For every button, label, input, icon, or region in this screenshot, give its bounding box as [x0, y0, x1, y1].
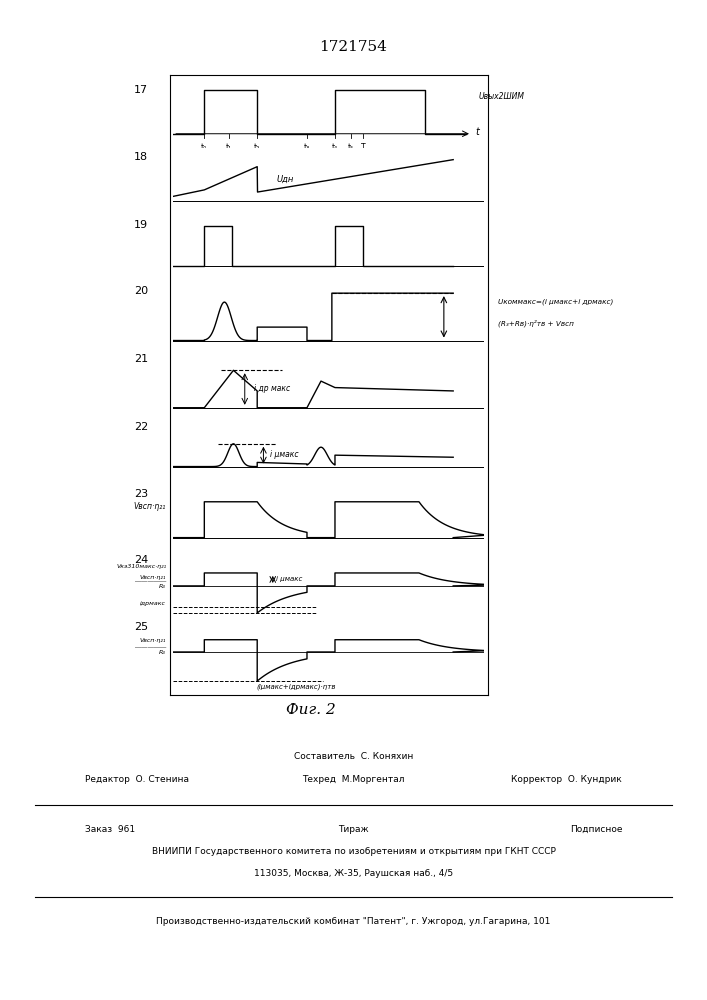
- Text: 19: 19: [134, 220, 148, 230]
- Text: 23: 23: [134, 489, 148, 499]
- Text: Заказ  961: Заказ 961: [85, 825, 135, 834]
- Text: 22: 22: [134, 422, 148, 432]
- Text: i μмакс: i μмакс: [269, 450, 298, 459]
- Text: Фиг. 2: Фиг. 2: [286, 703, 336, 717]
- Text: R₃: R₃: [159, 584, 166, 589]
- Text: 18: 18: [134, 152, 148, 162]
- Text: Uкоммакс=(i μмакс+i дрмакс): Uкоммакс=(i μмакс+i дрмакс): [498, 298, 614, 305]
- Text: Корректор  О. Кундрик: Корректор О. Кундрик: [511, 775, 622, 784]
- Text: iдрмакс: iдрмакс: [140, 601, 166, 606]
- Text: Vвсп·η₂₁: Vвсп·η₂₁: [140, 638, 166, 643]
- Text: t₂: t₂: [254, 143, 260, 152]
- Text: t₃: t₃: [304, 143, 310, 152]
- Text: t₅: t₅: [347, 143, 354, 152]
- Text: i др макс: i др макс: [254, 384, 291, 393]
- Text: T: T: [361, 143, 366, 152]
- Text: Подписное: Подписное: [570, 825, 622, 834]
- Text: t₀: t₀: [201, 143, 207, 152]
- Text: t₁: t₁: [226, 143, 233, 152]
- Text: Uвых2ШИМ: Uвых2ШИМ: [478, 92, 524, 101]
- Text: ВНИИПИ Государственного комитета по изобретениям и открытиям при ГКНТ СССР: ВНИИПИ Государственного комитета по изоб…: [151, 847, 556, 856]
- Text: t₄: t₄: [332, 143, 338, 152]
- Text: 24: 24: [134, 555, 148, 565]
- Text: Vвсп·η₂₁: Vвсп·η₂₁: [140, 575, 166, 580]
- Text: (R₃+Rв)·η²тв + Vвсп: (R₃+Rв)·η²тв + Vвсп: [498, 320, 574, 327]
- Text: R₃: R₃: [159, 650, 166, 655]
- Text: 17: 17: [134, 85, 148, 95]
- Text: ―――――: ―――――: [135, 580, 166, 585]
- Text: Техред  М.Моргентал: Техред М.Моргентал: [303, 775, 404, 784]
- Text: Uдн: Uдн: [276, 174, 294, 183]
- Text: Тираж: Тираж: [338, 825, 369, 834]
- Text: Vвсп·η₂₁: Vвсп·η₂₁: [134, 502, 166, 511]
- Text: i μмакс: i μмакс: [276, 576, 303, 582]
- Text: 25: 25: [134, 622, 148, 632]
- Text: ―――――: ―――――: [135, 646, 166, 651]
- Text: 1721754: 1721754: [320, 40, 387, 54]
- Text: 21: 21: [134, 354, 148, 364]
- Text: Производственно-издательский комбинат "Патент", г. Ужгород, ул.Гагарина, 101: Производственно-издательский комбинат "П…: [156, 917, 551, 926]
- Text: (iμмакс+iдрмакс)·ηтв: (iμмакс+iдрмакс)·ηтв: [257, 684, 336, 690]
- Text: Составитель  С. Коняхин: Составитель С. Коняхин: [294, 752, 413, 761]
- Text: 113035, Москва, Ж-35, Раушская наб., 4/5: 113035, Москва, Ж-35, Раушская наб., 4/5: [254, 869, 453, 878]
- Text: Редактор  О. Стенина: Редактор О. Стенина: [85, 775, 189, 784]
- Text: Vкэ310макс·η₂₁: Vкэ310макс·η₂₁: [116, 564, 166, 569]
- Text: t: t: [475, 127, 479, 137]
- Text: 20: 20: [134, 286, 148, 296]
